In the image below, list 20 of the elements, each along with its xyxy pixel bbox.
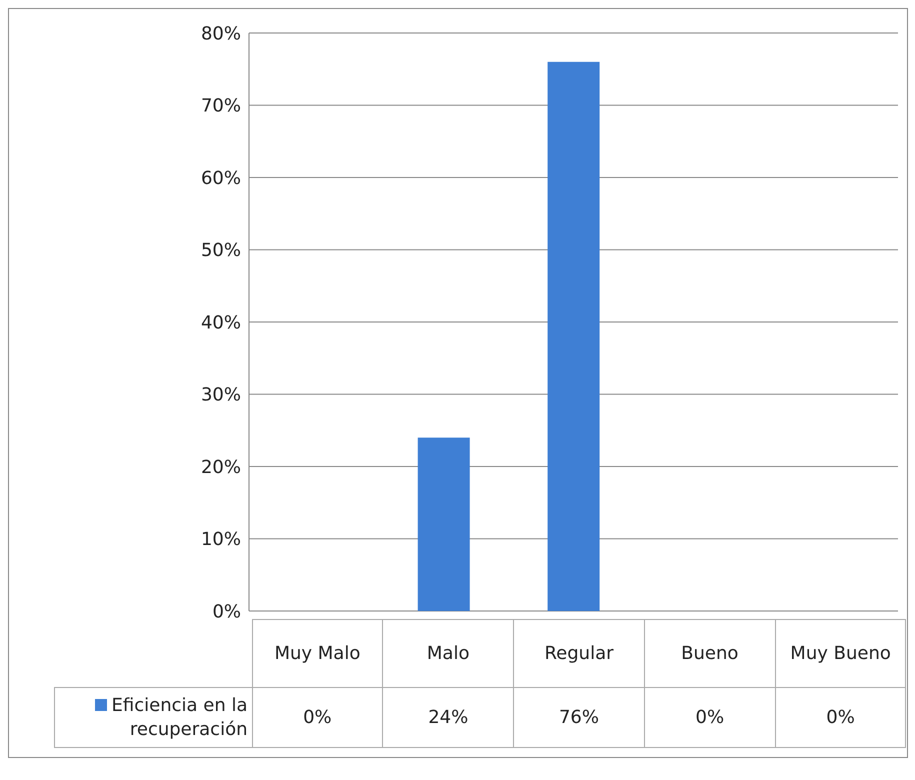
y-tick-label: 70% [200, 96, 241, 117]
x-tick-label: Muy Malo [252, 620, 383, 688]
x-tick-label: Regular [514, 620, 644, 688]
x-tick-label: Malo [382, 620, 514, 688]
data-label: 76% [514, 688, 644, 748]
data-label: 0% [644, 688, 776, 748]
y-tick-label: 30% [200, 384, 241, 406]
data-label: 0% [775, 688, 906, 748]
legend-label: Eficiencia en la recuperación [112, 694, 248, 740]
data-label: 0% [252, 688, 383, 748]
y-tick-label: 10% [200, 529, 241, 550]
data-label: 24% [382, 688, 514, 748]
x-tick-label: Bueno [644, 620, 776, 688]
y-tick-label: 60% [200, 168, 241, 189]
y-tick-label: 40% [200, 312, 241, 334]
y-tick-label: 50% [200, 240, 241, 262]
y-tick-label: 0% [212, 601, 241, 622]
y-tick-label: 80% [200, 23, 241, 44]
y-tick-label: 20% [200, 456, 241, 478]
x-tick-label: Muy Bueno [775, 620, 906, 688]
